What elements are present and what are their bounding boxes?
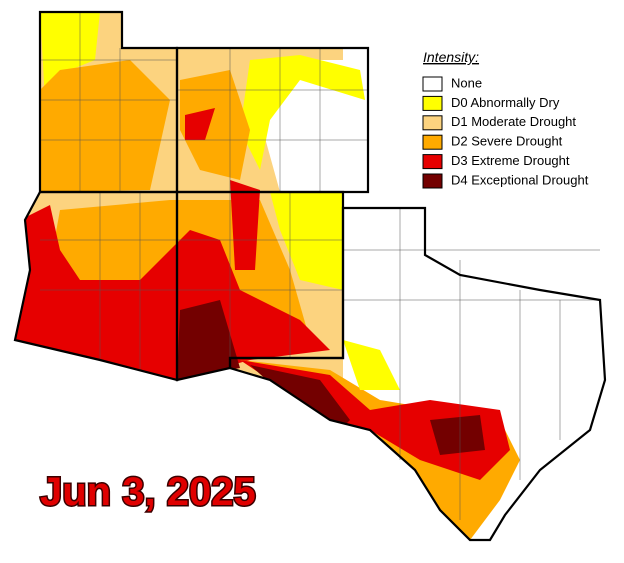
legend-swatch (422, 134, 443, 150)
legend-label: D2 Severe Drought (451, 134, 563, 149)
legend: None D0 Abnormally Dry D1 Moderate Drought… (422, 75, 589, 189)
state-borders (13, 10, 607, 542)
legend-label: D4 Exceptional Drought (451, 172, 589, 187)
legend-label: D1 Moderate Drought (451, 114, 576, 129)
legend-swatch (422, 173, 443, 189)
legend-label: D0 Abnormally Dry (451, 95, 560, 110)
date-label: Jun 3, 2025 (40, 470, 256, 514)
legend-swatch (422, 115, 443, 131)
legend-swatch (422, 76, 443, 92)
county-lines (40, 12, 600, 520)
legend-label: None (451, 75, 482, 90)
legend-label: D3 Extreme Drought (451, 153, 570, 168)
legend-title: Intensity: (423, 49, 479, 65)
legend-swatch (422, 154, 443, 170)
legend-swatch (422, 95, 443, 111)
